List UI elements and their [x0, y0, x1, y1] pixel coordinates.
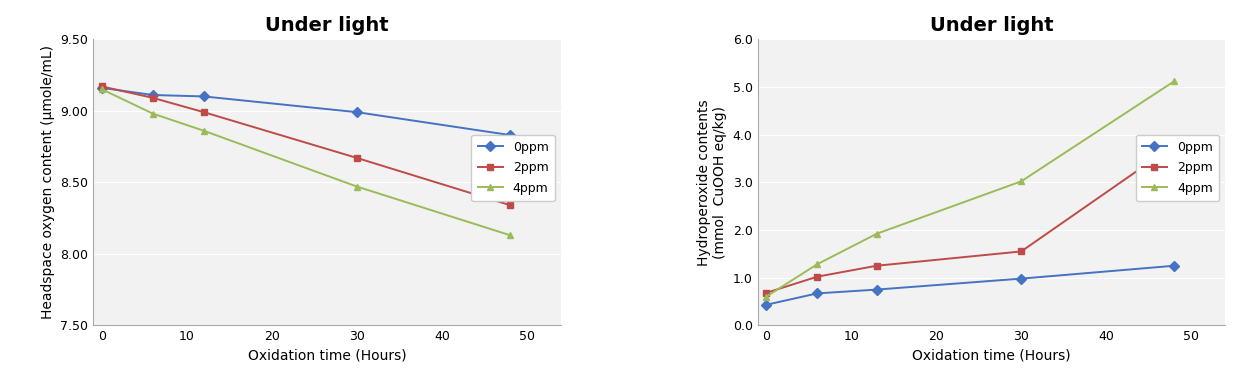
- 2ppm: [350, 156, 364, 160]
- Line: 4ppm: 4ppm: [98, 86, 514, 239]
- 4ppm: [146, 111, 160, 116]
- 2ppm: [1167, 143, 1182, 147]
- Legend: 0ppm, 2ppm, 4ppm: 0ppm, 2ppm, 4ppm: [471, 135, 555, 201]
- 0ppm: [1167, 263, 1182, 268]
- Y-axis label: Hydroperoxide contents
(mmol  CuOOH eq/kg): Hydroperoxide contents (mmol CuOOH eq/kg…: [697, 99, 728, 266]
- 2ppm: [870, 263, 884, 268]
- 4ppm: [503, 233, 518, 238]
- 2ppm: [1014, 249, 1029, 254]
- 4ppm: [350, 184, 364, 189]
- Line: 2ppm: 2ppm: [763, 142, 1178, 296]
- 2ppm: [197, 110, 211, 114]
- Line: 4ppm: 4ppm: [763, 78, 1178, 300]
- Title: Under light: Under light: [929, 16, 1054, 35]
- Line: 2ppm: 2ppm: [98, 83, 514, 209]
- 0ppm: [146, 93, 160, 97]
- 4ppm: [1014, 179, 1029, 184]
- 0ppm: [197, 94, 211, 99]
- 4ppm: [95, 87, 109, 92]
- 0ppm: [759, 303, 774, 307]
- 0ppm: [810, 291, 825, 296]
- 0ppm: [95, 85, 109, 90]
- Legend: 0ppm, 2ppm, 4ppm: 0ppm, 2ppm, 4ppm: [1136, 135, 1219, 201]
- 4ppm: [870, 231, 884, 236]
- 4ppm: [197, 129, 211, 133]
- Y-axis label: Headspace oxygen content (μmole/mL): Headspace oxygen content (μmole/mL): [41, 45, 55, 319]
- 2ppm: [759, 290, 774, 295]
- 2ppm: [146, 96, 160, 100]
- Line: 0ppm: 0ppm: [763, 262, 1178, 309]
- 4ppm: [759, 294, 774, 299]
- 0ppm: [870, 287, 884, 292]
- 0ppm: [350, 110, 364, 114]
- Title: Under light: Under light: [265, 16, 389, 35]
- 4ppm: [810, 262, 825, 267]
- 2ppm: [95, 84, 109, 89]
- 2ppm: [810, 274, 825, 279]
- Line: 0ppm: 0ppm: [98, 84, 514, 138]
- 0ppm: [503, 133, 518, 138]
- 2ppm: [503, 203, 518, 207]
- 0ppm: [1014, 276, 1029, 281]
- X-axis label: Oxidation time (Hours): Oxidation time (Hours): [248, 349, 407, 363]
- 4ppm: [1167, 79, 1182, 83]
- X-axis label: Oxidation time (Hours): Oxidation time (Hours): [912, 349, 1071, 363]
